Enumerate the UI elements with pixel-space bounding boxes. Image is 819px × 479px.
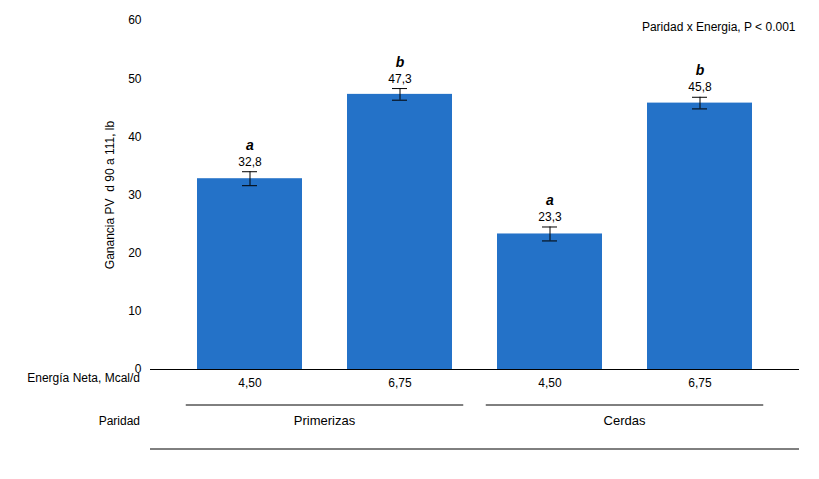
svg-text:6,75: 6,75 xyxy=(388,376,412,390)
svg-text:23,3: 23,3 xyxy=(538,210,562,224)
svg-text:Energía Neta, Mcal/d: Energía Neta, Mcal/d xyxy=(27,371,140,385)
svg-text:47,3: 47,3 xyxy=(388,72,412,86)
svg-text:Cerdas: Cerdas xyxy=(604,413,646,428)
svg-text:Ganancia PV d 90 a 111, lb: Ganancia PV d 90 a 111, lb xyxy=(103,121,117,270)
svg-text:0: 0 xyxy=(134,362,142,377)
svg-text:Paridad x Energia, P < 0.001: Paridad x Energia, P < 0.001 xyxy=(642,20,796,34)
svg-text:50: 50 xyxy=(128,72,142,86)
svg-text:4,50: 4,50 xyxy=(238,376,262,390)
svg-text:30: 30 xyxy=(128,188,142,202)
svg-text:10: 10 xyxy=(128,304,142,318)
svg-text:45,8: 45,8 xyxy=(688,80,712,94)
svg-text:Paridad: Paridad xyxy=(99,414,140,428)
svg-text:4,50: 4,50 xyxy=(538,376,562,390)
svg-text:b: b xyxy=(696,62,705,78)
svg-text:a: a xyxy=(546,192,554,208)
svg-text:40: 40 xyxy=(128,130,142,144)
svg-text:20: 20 xyxy=(128,246,142,260)
svg-text:b: b xyxy=(396,54,405,70)
svg-text:60: 60 xyxy=(128,13,142,27)
svg-text:6,75: 6,75 xyxy=(688,376,712,390)
svg-text:Primerizas: Primerizas xyxy=(294,413,356,428)
svg-text:32,8: 32,8 xyxy=(238,155,262,169)
svg-text:a: a xyxy=(246,137,254,153)
